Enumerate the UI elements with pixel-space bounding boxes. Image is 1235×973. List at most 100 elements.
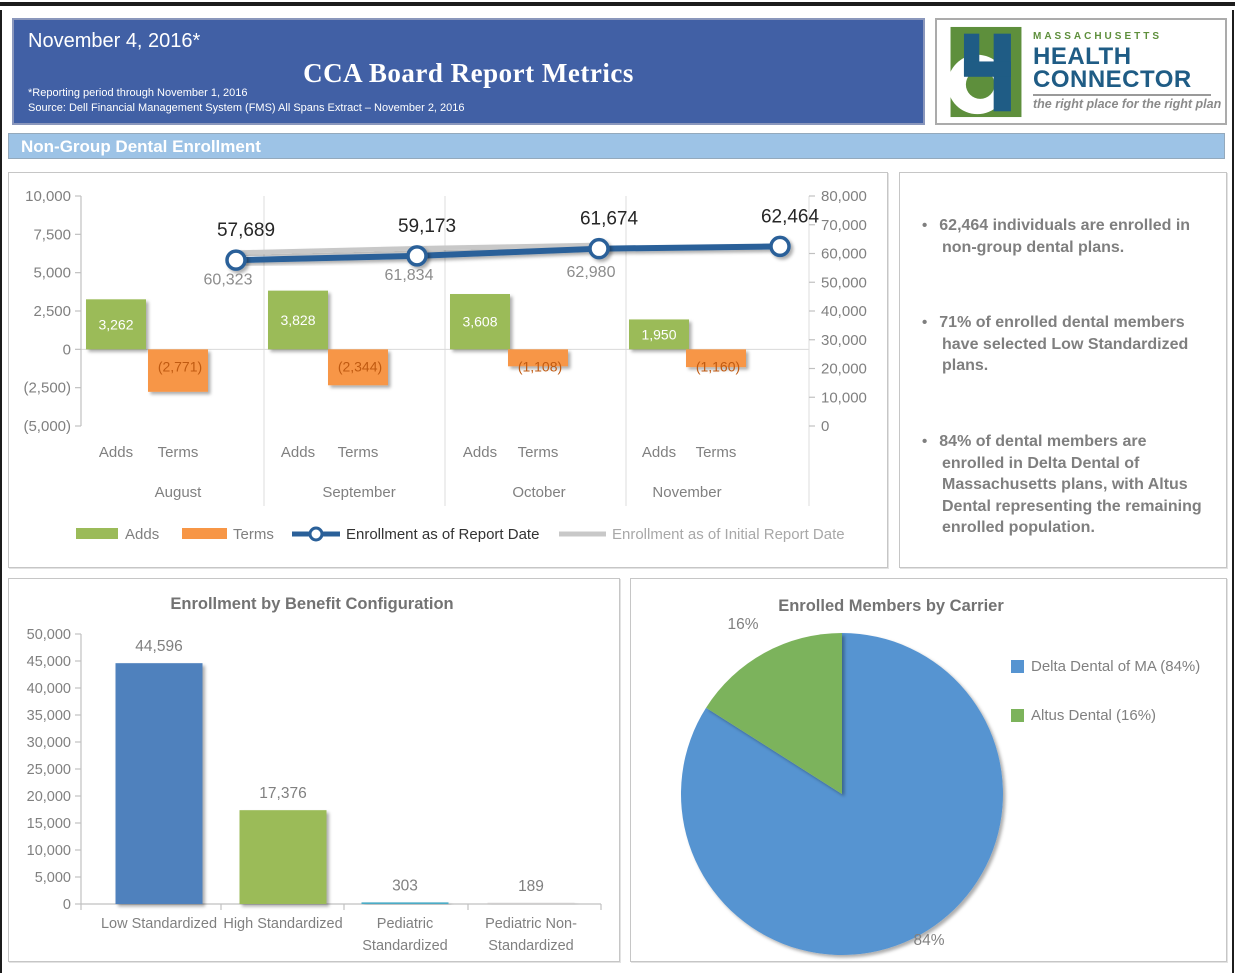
y-axis-label: 25,000 [27, 762, 71, 778]
legend-swatch-terms [182, 528, 227, 539]
enrollment-value-label: 61,674 [580, 209, 639, 230]
adds-bar-label: 3,608 [462, 314, 497, 330]
terms-bar-label: (2,344) [338, 358, 382, 374]
y-axis-label: 15,000 [27, 816, 71, 832]
config-bar-value: 189 [518, 878, 544, 895]
terms-bar-label: (1,160) [696, 358, 740, 374]
y-axis-label: 50,000 [27, 627, 71, 643]
right-axis-label: 0 [821, 418, 829, 435]
left-axis-label: (2,500) [23, 380, 71, 397]
pie-legend-label: Delta Dental of MA (84%) [1031, 658, 1200, 675]
adds-bar [629, 319, 689, 350]
y-axis-label: 30,000 [27, 735, 71, 751]
left-border-rule [0, 10, 2, 973]
adds-bar-label: 1,950 [641, 326, 676, 342]
logo-name-line1: HEALTH [1033, 43, 1132, 71]
subcategory-label: Adds [463, 444, 497, 461]
config-bar-value: 303 [392, 877, 418, 894]
right-axis-label: 80,000 [821, 188, 867, 205]
legend-label-terms: Terms [233, 526, 274, 543]
config-category-label: Standardized [488, 938, 573, 954]
y-axis-label: 10,000 [27, 843, 71, 859]
config-bar [239, 810, 327, 904]
legend-swatch-adds [76, 528, 118, 539]
key-findings-list: 62,464 individuals are enrolled in non-g… [900, 173, 1226, 539]
month-label: October [512, 484, 565, 501]
key-finding-item: 71% of enrolled dental members have sele… [922, 312, 1210, 377]
page-title: CCA Board Report Metrics [303, 58, 634, 88]
y-axis-label: 40,000 [27, 681, 71, 697]
terms-bar [508, 349, 568, 367]
pie-legend-swatch [1011, 660, 1024, 673]
y-axis-label: 0 [63, 897, 71, 913]
right-axis-label: 20,000 [821, 361, 867, 378]
enrollment-marker [225, 249, 247, 271]
subcategory-label: Adds [99, 444, 133, 461]
left-axis-label: 7,500 [33, 226, 71, 243]
pie-slice-label: 16% [727, 616, 758, 633]
adds-bar-label: 3,262 [98, 316, 133, 332]
pie-slice-delta-dental [680, 633, 1003, 955]
y-axis-label: 5,000 [35, 870, 71, 886]
key-finding-item: 84% of dental members are enrolled in De… [922, 431, 1210, 539]
config-bar-value: 44,596 [135, 638, 182, 655]
chart-title: Enrolled Members by Carrier [778, 597, 1004, 615]
enrollment-trend-panel: 10,000 7,500 5,000 2,500 0 (2,500) (5,000) 80,0… [8, 172, 888, 568]
right-border-rule [1232, 10, 1234, 973]
note-source: Source: Dell Financial Management System… [28, 102, 465, 114]
report-date: November 4, 2016* [28, 30, 201, 52]
enrollment-marker [588, 237, 610, 260]
logo-tagline: the right place for the right plan [1033, 97, 1222, 112]
right-axis-label: 70,000 [821, 217, 867, 234]
benefit-configuration-panel: Enrollment by Benefit Configuration 50,00… [8, 578, 620, 962]
right-axis-label: 40,000 [821, 303, 867, 320]
initial-enrollment-value-label: 61,834 [385, 267, 434, 284]
logo-divider [1033, 94, 1211, 97]
month-label: August [155, 484, 203, 501]
subcategory-label: Terms [338, 444, 379, 461]
config-category-label: Pediatric [377, 916, 433, 932]
legend-marker-report-date [308, 526, 324, 542]
enrollment-marker [769, 235, 791, 258]
top-border-rule [0, 2, 1235, 6]
config-category-label: Standardized [362, 938, 447, 954]
left-axis-label: (5,000) [23, 418, 71, 435]
right-axis-label: 60,000 [821, 246, 867, 263]
adds-bar [268, 290, 328, 350]
legend-label-report-date: Enrollment as of Report Date [346, 526, 539, 543]
terms-bar [686, 349, 746, 368]
y-axis-label: 20,000 [27, 789, 71, 805]
health-connector-logo: MASSACHUSETTS HEALTH CONNECTOR the right… [935, 18, 1227, 125]
subcategory-label: Adds [642, 444, 676, 461]
pie-legend-label: Altus Dental (16%) [1031, 707, 1156, 724]
right-axis-label: 30,000 [821, 332, 867, 349]
y-axis-label: 35,000 [27, 708, 71, 724]
subcategory-label: Terms [518, 444, 559, 461]
adds-bar-label: 3,828 [280, 312, 315, 328]
enrollment-value-label: 57,689 [217, 220, 275, 241]
key-finding-item: 62,464 individuals are enrolled in non-g… [922, 215, 1210, 258]
logo-wordmark: MASSACHUSETTS HEALTH CONNECTOR the right… [1033, 32, 1221, 111]
left-axis-label: 0 [63, 341, 71, 358]
config-bar-value: 17,376 [259, 785, 306, 802]
report-notes: *Reporting period through November 1, 20… [28, 86, 465, 116]
report-header: November 4, 2016* CCA Board Report Metri… [12, 18, 925, 125]
key-findings-panel: 62,464 individuals are enrolled in non-g… [899, 172, 1227, 568]
logo-region-text: MASSACHUSETTS [1033, 31, 1163, 43]
right-axis-label: 10,000 [821, 389, 867, 406]
y-axis-label: 45,000 [27, 654, 71, 670]
chart-title: Enrollment by Benefit Configuration [170, 595, 453, 613]
legend-label-initial-date: Enrollment as of Initial Report Date [612, 526, 845, 543]
subcategory-label: Terms [696, 444, 737, 461]
logo-name-line2: CONNECTOR [1033, 66, 1192, 94]
config-bar [115, 663, 203, 904]
subcategory-label: Terms [158, 444, 199, 461]
pie-legend-swatch [1011, 709, 1024, 722]
note-reporting-period: *Reporting period through November 1, 20… [28, 87, 248, 99]
carrier-pie-panel: Enrolled Members by Carrier 84% 16% Delta D… [630, 578, 1227, 962]
pie-slice-altus-dental [706, 633, 842, 794]
terms-bar-label: (1,108) [518, 358, 562, 374]
right-axis-label: 50,000 [821, 274, 867, 291]
config-category-label: High Standardized [223, 916, 342, 932]
